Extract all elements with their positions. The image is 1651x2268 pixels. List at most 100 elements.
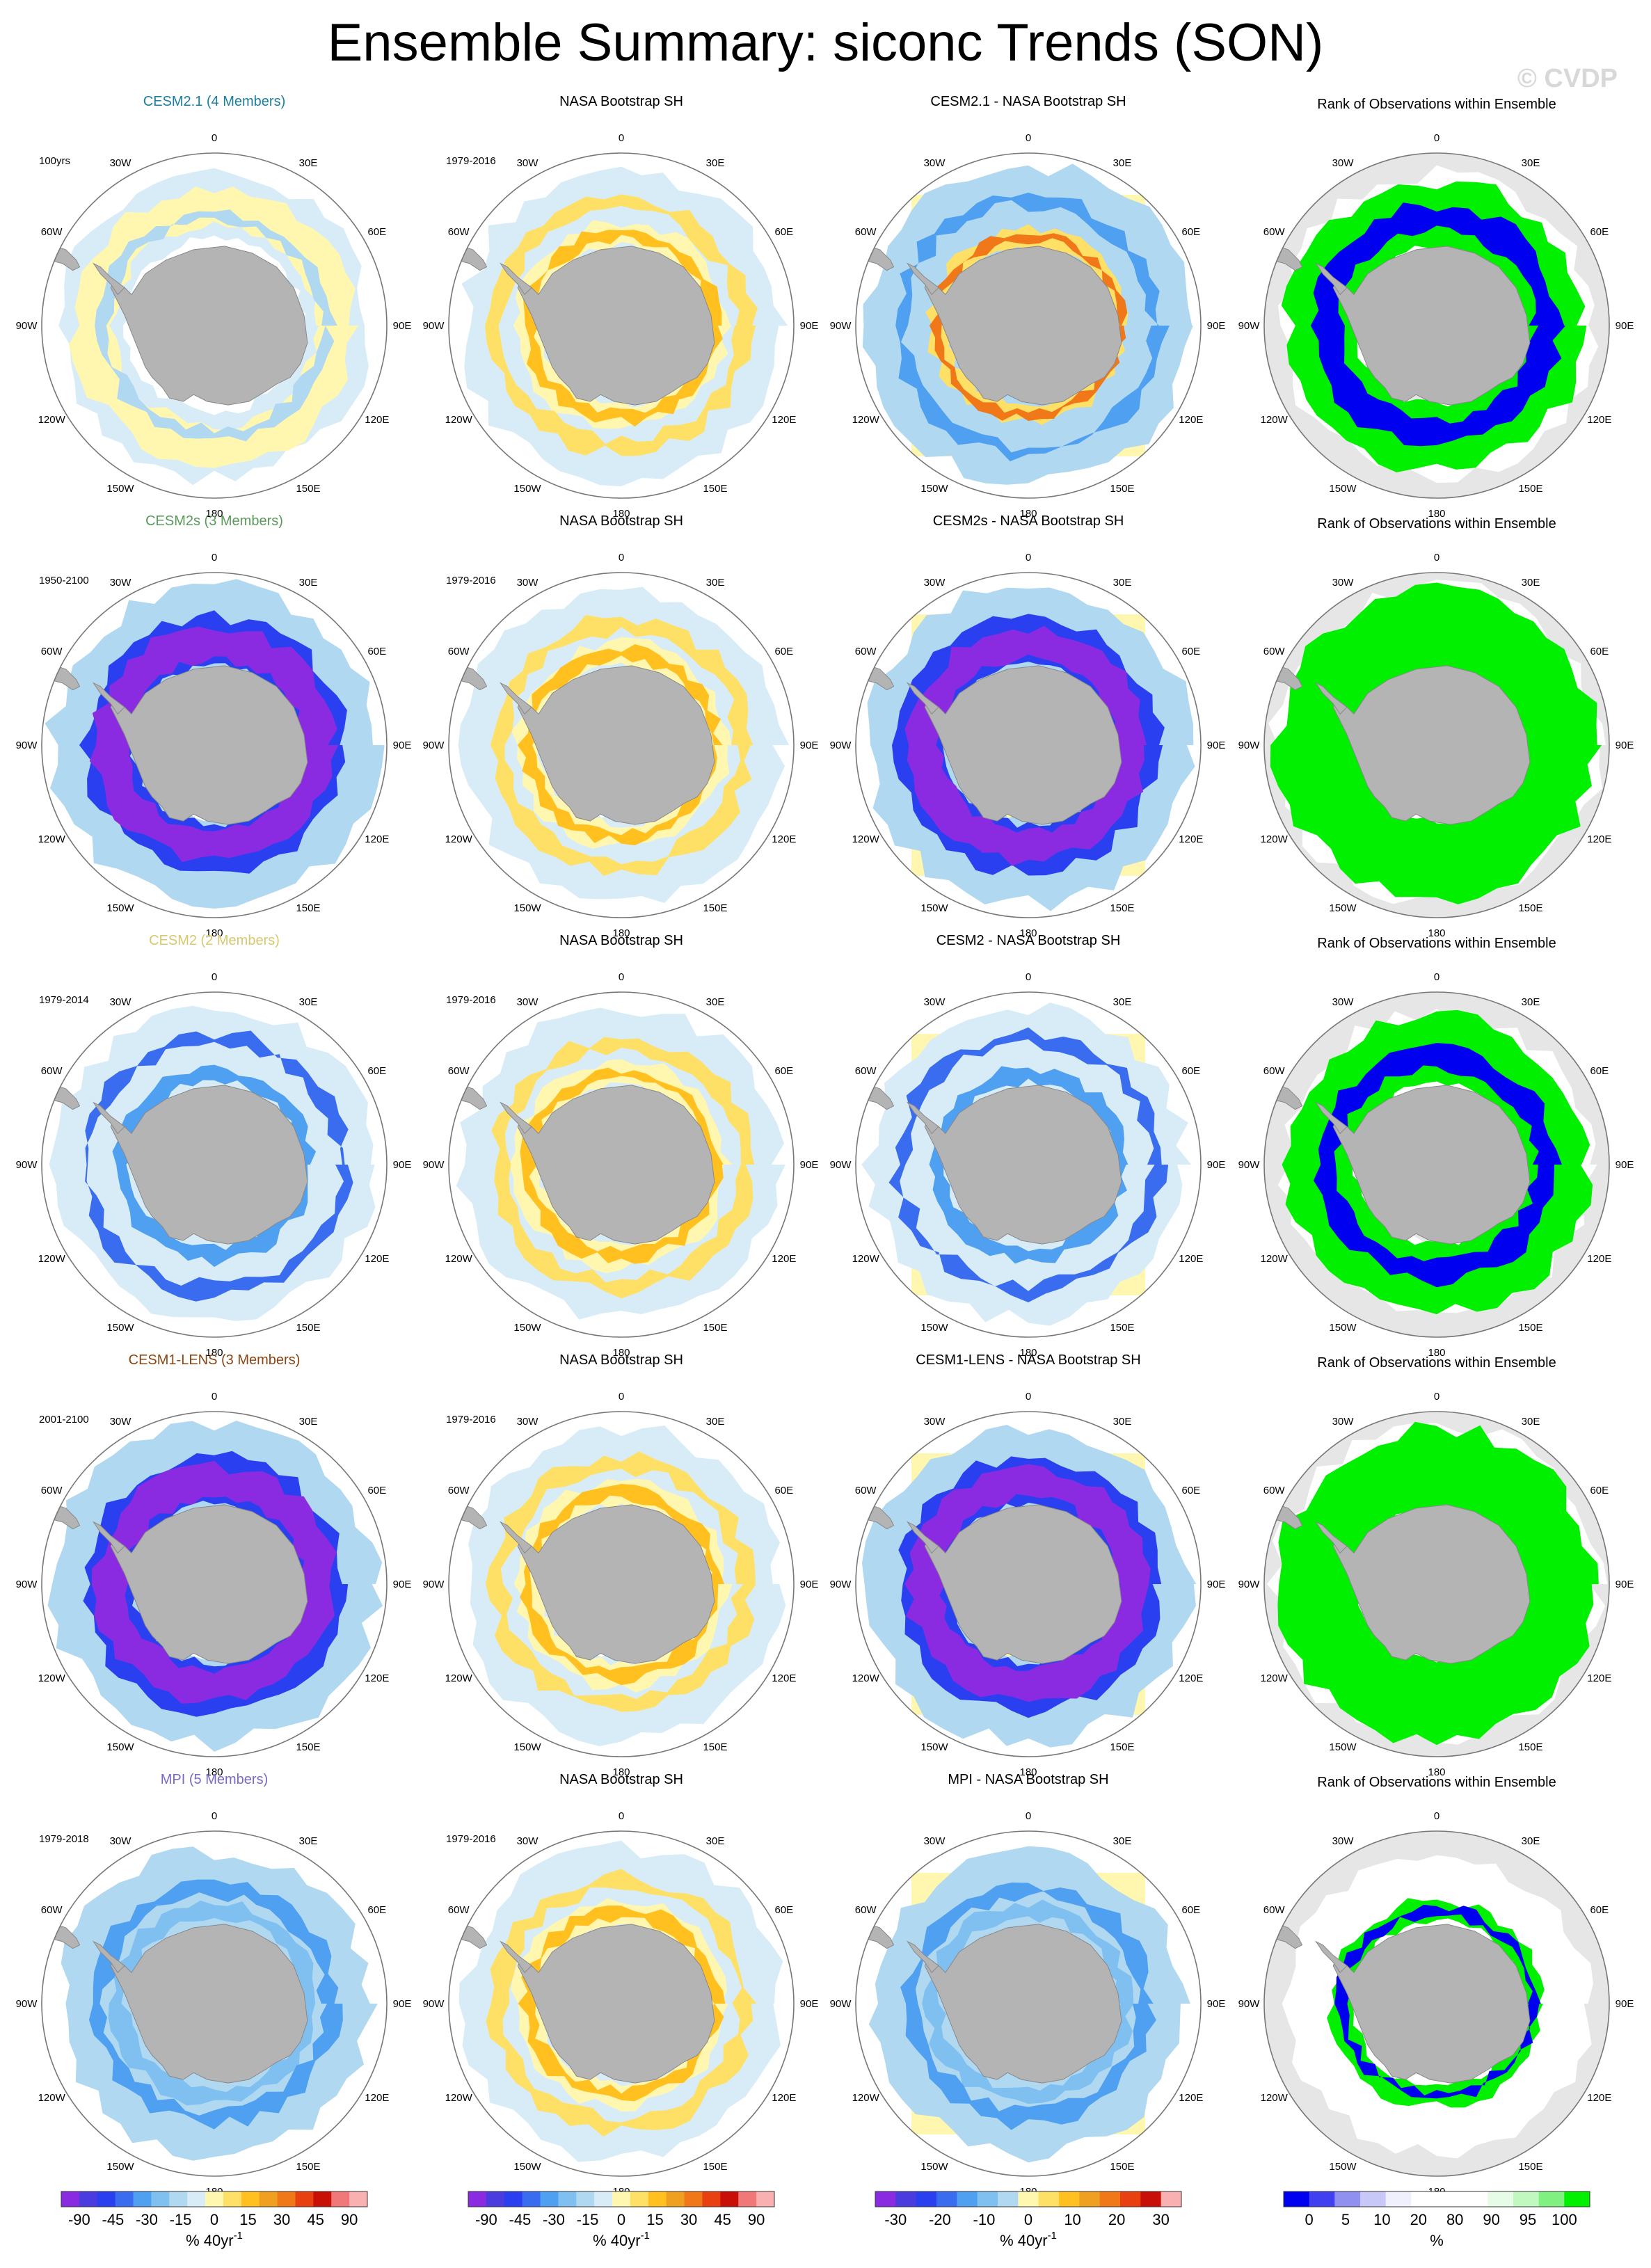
longitude-label: 90W (1238, 1998, 1261, 2010)
longitude-label: 30W (110, 157, 132, 169)
longitude-label: 60W (1263, 1485, 1286, 1496)
colorbar-swatch (205, 2191, 224, 2207)
longitude-label: 30W (1332, 577, 1355, 589)
map-boundary (855, 152, 1202, 499)
longitude-label: 90W (830, 740, 852, 751)
longitude-label: 120W (1261, 1672, 1289, 1684)
colorbar-tick-label: -15 (170, 2211, 192, 2228)
longitude-label: 30E (706, 1835, 725, 1847)
colorbar-tick-label: -45 (509, 2211, 532, 2228)
model-period-label: 2001-2100 (39, 1414, 89, 1426)
polar-map: 0 30E 60E 90E 120E 150E 180 150W 120W 90W 60W 30W (1238, 552, 1634, 939)
longitude-label: 60E (367, 1065, 386, 1077)
longitude-label: 120W (852, 1672, 880, 1684)
longitude-label: 150E (296, 902, 320, 914)
polar-map: 0 30E 60E 90E 120E 150E 180 150W 120W 90W 60W 30W (1238, 1391, 1634, 1778)
longitude-label: 0 (212, 552, 217, 564)
longitude-label: 180 (1428, 1766, 1445, 1778)
longitude-label: 60W (448, 1065, 470, 1077)
longitude-label: 0 (212, 971, 217, 983)
longitude-label: 120E (1179, 414, 1203, 426)
longitude-label: 30W (517, 1835, 539, 1847)
longitude-label: 120W (1261, 2092, 1289, 2104)
colorbar-tick-label: 0 (1305, 2211, 1314, 2228)
longitude-label: 120E (772, 1672, 796, 1684)
map-boundary (855, 1411, 1202, 1757)
longitude-label: 90W (423, 320, 445, 332)
colorbar-swatch (666, 2191, 685, 2207)
longitude-label: 120W (445, 2092, 473, 2104)
colorbar-swatch (1140, 2191, 1162, 2207)
obs-period-label: 1979-2016 (446, 155, 496, 167)
longitude-label: 90E (800, 1579, 819, 1590)
colorbar-swatch (1059, 2191, 1080, 2207)
diff-panel-title: CESM2.1 - NASA Bootstrap SH (930, 94, 1126, 109)
longitude-label: 90W (16, 320, 38, 332)
polar-map: 0 30E 60E 90E 120E 150E 180 150W 120W 90W 60W 30W (423, 132, 819, 520)
longitude-label: 180 (205, 1766, 223, 1778)
colorbar-tick-label: 30 (273, 2211, 290, 2228)
polar-map: 0 30E 60E 90E 120E 150E 180 150W 120W 90W 60W 30W (1238, 132, 1634, 520)
model-panel-title: CESM1-LENS (3 Members) (129, 1352, 301, 1368)
map-boundary (1263, 152, 1610, 499)
colorbar-swatch (756, 2191, 775, 2207)
longitude-label: 180 (205, 927, 223, 939)
colorbar-swatch (1038, 2191, 1060, 2207)
map-boundary (41, 152, 388, 499)
longitude-label: 30W (517, 157, 539, 169)
colorbar-swatch (702, 2191, 721, 2207)
longitude-label: 60E (367, 646, 386, 657)
longitude-label: 0 (1026, 132, 1031, 144)
nzealand2-land (758, 1690, 771, 1709)
longitude-label: 150E (1518, 1741, 1542, 1753)
longitude-label: 30E (706, 996, 725, 1008)
longitude-label: 150E (703, 1322, 727, 1334)
longitude-label: 150E (296, 2161, 320, 2173)
colorbar-tick-label: -30 (543, 2211, 565, 2228)
model-period-label: 1950-2100 (39, 575, 89, 586)
longitude-label: 90W (1238, 1579, 1261, 1590)
longitude-label: 90W (1238, 740, 1261, 751)
colorbar-trend: -90 -45 -30 -15 0 15 30 45 90 % 40yr-1 (61, 2191, 368, 2249)
colorbar-swatch (295, 2191, 314, 2207)
longitude-label: 60E (774, 1065, 793, 1077)
longitude-label: 60W (1263, 646, 1286, 657)
longitude-label: 150W (513, 1741, 541, 1753)
colorbar-swatch (133, 2191, 152, 2207)
longitude-label: 90W (1238, 320, 1261, 332)
longitude-label: 150E (1110, 1741, 1134, 1753)
longitude-label: 0 (212, 132, 217, 144)
colorbar-swatch (1564, 2191, 1590, 2207)
longitude-label: 120E (1587, 414, 1611, 426)
colorbar-swatch (151, 2191, 170, 2207)
colorbar-swatch (1437, 2191, 1463, 2207)
colorbar-swatch (241, 2191, 260, 2207)
longitude-label: 120W (445, 833, 473, 845)
longitude-label: 150W (106, 2161, 134, 2173)
colorbar-tick-label: -90 (68, 2211, 90, 2228)
map-boundary (448, 991, 795, 1338)
longitude-label: 150W (513, 483, 541, 495)
nzealand2-land (1574, 1270, 1586, 1290)
colorbar-swatch (331, 2191, 350, 2207)
longitude-label: 120W (445, 414, 473, 426)
longitude-label: 150W (106, 1741, 134, 1753)
longitude-label: 0 (619, 552, 624, 564)
longitude-label: 30E (299, 996, 318, 1008)
colorbar-swatch (576, 2191, 595, 2207)
longitude-label: 180 (1019, 1766, 1037, 1778)
longitude-label: 180 (1019, 1347, 1037, 1359)
colorbar-swatch (720, 2191, 739, 2207)
longitude-label: 30W (517, 577, 539, 589)
colorbar-tick-label: 15 (239, 2211, 256, 2228)
colorbar-swatch (916, 2191, 937, 2207)
colorbar-tick-label: 20 (1410, 2211, 1427, 2228)
obs-period-label: 1979-2016 (446, 575, 496, 586)
nzealand2-land (1165, 851, 1178, 870)
longitude-label: 180 (1019, 927, 1037, 939)
polar-map: 0 30E 60E 90E 120E 150E 180 150W 120W 90W 60W 30W (16, 971, 412, 1359)
longitude-label: 150E (296, 1322, 320, 1334)
longitude-label: 30E (1522, 1416, 1540, 1428)
obs-period-label: 1979-2016 (446, 1414, 496, 1426)
longitude-label: 0 (212, 1391, 217, 1403)
